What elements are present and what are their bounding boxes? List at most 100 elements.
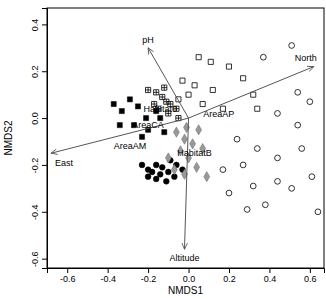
point [289,185,295,191]
point [153,176,159,182]
x-tick-label: 0.4 [264,274,277,284]
point [255,106,260,111]
point [192,83,197,88]
point [149,169,155,175]
x-tick: 0.2 [223,268,236,284]
point [220,167,226,173]
point [139,134,144,139]
point [260,54,266,60]
x-tick-mark [148,268,149,273]
x-tick-label: -0.2 [141,274,157,284]
point [226,64,231,69]
x-tick-mark [108,268,109,273]
point [315,209,321,215]
x-tick-label: -0.4 [100,274,116,284]
y-tick-label: 0.2 [30,65,40,78]
point [275,155,281,161]
point [251,92,256,97]
point [159,164,165,170]
point [204,172,210,182]
point [289,43,295,49]
y-axis: -0.6 -0.4 -0.2 0.0 0.2 0.4 [30,9,48,269]
point [165,169,171,175]
y-tick: -0.4 [30,205,47,221]
x-tick-label: 0.2 [223,274,236,284]
point [309,174,315,180]
point [145,174,151,180]
y-tick: 0.2 [30,65,47,78]
x-tick: -0.6 [60,268,76,284]
point [234,136,240,142]
x-tick-mark [310,268,311,273]
vector-arrow [51,118,188,153]
x-tick: 0.4 [264,268,277,284]
y-tick-label: 0.0 [30,112,40,125]
annotations: pHNorthEastAltitudeHabitat0AreaCAAreaAPA… [55,35,317,263]
point [196,55,201,60]
point [295,122,301,128]
x-tick-mark [67,268,68,273]
point [173,127,179,137]
y-tick-mark [42,212,47,213]
point [171,165,177,175]
x-tick-mark [189,268,190,273]
series [145,85,181,121]
point [127,97,132,102]
point [153,162,159,168]
x-tick: 0.6 [304,268,317,284]
point [262,202,268,208]
point [157,171,163,177]
point [182,134,188,144]
y-tick-label: -0.2 [30,158,40,174]
point [254,146,260,152]
y-tick-mark [42,24,47,25]
plot: -0.6 -0.4 -0.2 0.0 0.2 0.4 0.6 -0.6 -0.4 -0.2 0.0 0… [30,8,325,284]
point [111,101,116,106]
point [163,178,169,184]
point [240,162,246,168]
vector-label: North [295,53,317,63]
point [119,109,124,114]
point [162,85,167,90]
point [117,123,122,128]
chart-container: -0.6 -0.4 -0.2 0.0 0.2 0.4 0.6 -0.6 -0.4 -0.2 0.0 0… [0,0,326,299]
point [275,178,281,184]
y-tick: -0.6 [30,251,47,267]
point [162,130,167,135]
chart-svg: -0.6 -0.4 -0.2 0.0 0.2 0.4 0.6 -0.6 -0.4 -0.2 0.0 0… [0,0,326,299]
vector-label: East [55,158,74,168]
y-tick: 0.0 [30,112,47,125]
point [299,146,305,152]
x-axis-title: NMDS1 [168,285,203,296]
marks [51,43,321,250]
point [208,59,213,64]
series [220,43,321,215]
plot-frame [47,8,324,268]
point [307,99,313,105]
vector-label: Altitude [169,253,199,263]
x-tick: -0.2 [141,268,157,284]
point [154,90,159,95]
x-tick-mark [269,268,270,273]
x-tick-label: 0.6 [304,274,317,284]
point [139,162,145,168]
x-axis-line [48,269,325,274]
centroid-label: HabitatB [177,148,212,158]
point [244,207,250,213]
y-tick-mark [42,118,47,119]
point [295,89,301,95]
point [275,111,281,117]
vector-arrow [189,67,314,119]
series [176,55,260,112]
point [210,87,215,92]
point [196,125,202,135]
y-tick: 0.4 [30,19,47,32]
x-tick-label: -0.6 [60,274,76,284]
centroid-label: AreaAM [114,141,147,151]
x-tick: -0.4 [100,268,116,284]
y-tick: -0.2 [30,158,47,174]
centroid-label: AreaAP [203,109,234,119]
point [180,78,185,83]
point [145,87,150,92]
point [186,92,191,97]
